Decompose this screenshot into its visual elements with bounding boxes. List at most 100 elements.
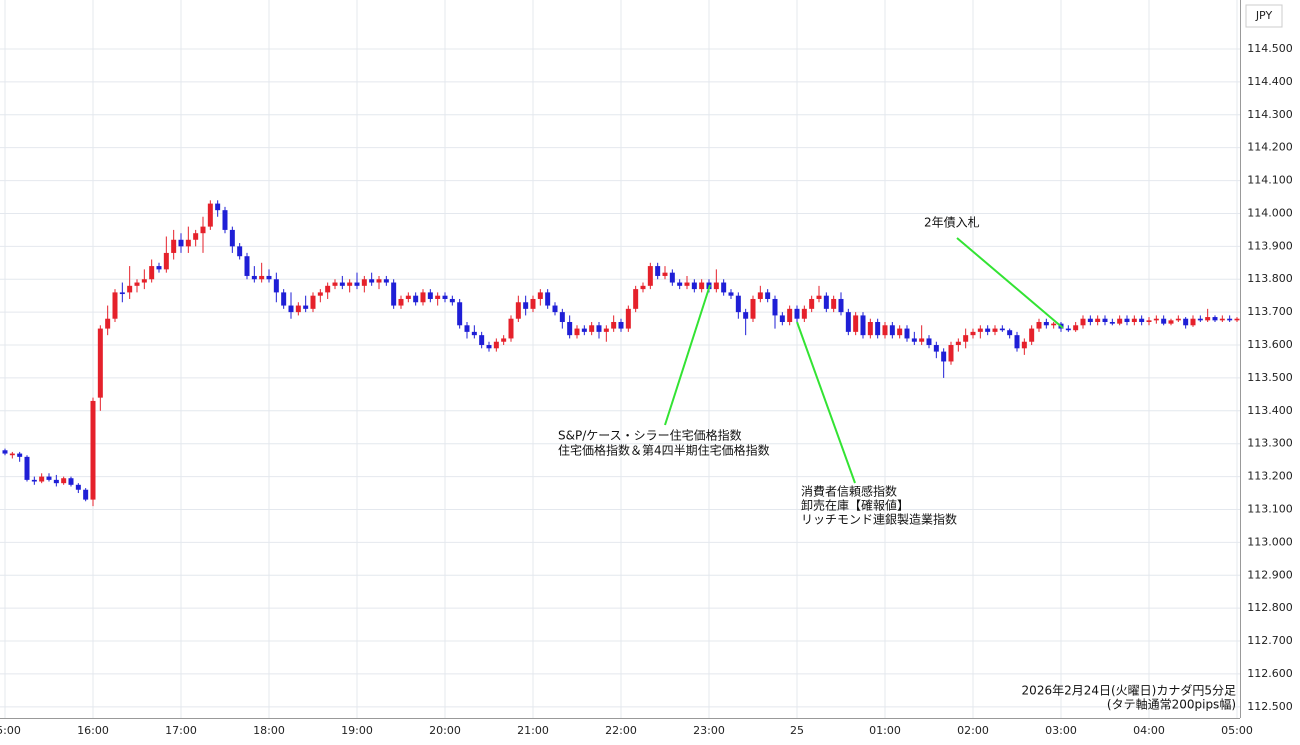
annotation-text: S&P/ケース・シラー住宅価格指数 <box>558 428 742 443</box>
candle-body <box>1190 318 1196 326</box>
candle-body <box>1109 321 1115 324</box>
candle-body <box>845 312 851 332</box>
candle-body <box>1073 325 1079 331</box>
candle-body <box>655 266 661 276</box>
candle-body <box>801 308 807 319</box>
candle-body <box>691 282 697 290</box>
candle-body <box>647 266 653 286</box>
candle-body <box>728 292 734 296</box>
candle-body <box>193 233 199 240</box>
candle-body <box>589 325 595 332</box>
candle-body <box>948 345 954 362</box>
candle-body <box>61 478 67 484</box>
candle-body <box>1212 317 1218 321</box>
candle-body <box>677 282 683 286</box>
annotation-leader <box>796 321 856 484</box>
candle-body <box>17 453 23 457</box>
candle-body <box>1175 318 1181 321</box>
candle-body <box>552 305 558 313</box>
candle-body <box>992 328 998 332</box>
candle-body <box>149 266 155 280</box>
candle-body <box>603 328 609 332</box>
candle-body <box>611 321 617 329</box>
candle-body <box>200 226 206 234</box>
candle-body <box>662 272 668 276</box>
y-tick-label: 113.000 <box>1247 535 1293 548</box>
currency-box <box>1245 4 1283 28</box>
candle-body <box>222 210 228 230</box>
candle-body <box>1197 318 1203 321</box>
candle-body <box>743 312 749 319</box>
candle-body <box>207 203 213 227</box>
y-tick-label: 113.300 <box>1247 437 1293 450</box>
candle-body <box>1219 318 1225 321</box>
candle-body <box>310 295 316 309</box>
candle-body <box>787 308 793 322</box>
candle-body <box>259 275 265 280</box>
candle-body <box>413 295 419 303</box>
candle-body <box>1007 330 1013 336</box>
annotation-text: 住宅価格指数＆第4四半期住宅価格指数 <box>558 443 770 458</box>
candle-body <box>1029 328 1035 342</box>
candle-body <box>325 285 331 293</box>
candle-body <box>369 279 375 283</box>
candle-body <box>405 295 411 299</box>
candle-body <box>1021 341 1027 349</box>
candle-body <box>999 328 1005 331</box>
y-tick-label: 112.900 <box>1247 568 1293 581</box>
candle-body <box>985 328 991 332</box>
candle-body <box>1124 318 1130 322</box>
candle-body <box>427 292 433 299</box>
candle-body <box>904 328 910 339</box>
candle-body <box>1102 318 1108 322</box>
candle-body <box>1234 318 1240 321</box>
candle-body <box>185 239 191 247</box>
candle-body <box>471 331 477 336</box>
annotation-text: 卸売在庫【確報値】 <box>801 498 909 513</box>
candle-body <box>31 479 37 482</box>
y-tick-label: 113.400 <box>1247 404 1293 417</box>
footer-text: 2026年2月24日(火曜日)カナダ円5分足 <box>1022 683 1236 698</box>
candle-body <box>523 302 529 309</box>
candle-body <box>90 400 96 500</box>
candle-body <box>633 289 639 309</box>
candle-body <box>750 298 756 319</box>
grid <box>0 0 1240 718</box>
candle-body <box>1139 318 1145 322</box>
candle-body <box>970 331 976 336</box>
candle-body <box>545 292 551 306</box>
candle-body <box>537 292 543 299</box>
candle-body <box>919 338 925 342</box>
y-tick-label: 114.300 <box>1247 108 1293 121</box>
candle-body <box>860 315 866 336</box>
candle-body <box>684 282 690 286</box>
candle-body <box>442 295 448 299</box>
candle-body <box>75 484 81 490</box>
y-tick-label: 114.200 <box>1247 141 1293 154</box>
x-tick-label: 22:00 <box>605 724 637 737</box>
candle-body <box>105 318 111 329</box>
annotation-text: 消費者信頼感指数 <box>801 484 897 499</box>
candle-body <box>816 295 822 299</box>
candle-body <box>163 252 169 270</box>
candle-body <box>383 279 389 283</box>
candle-body <box>178 239 184 247</box>
candle-body <box>68 478 74 485</box>
y-tick-label: 113.100 <box>1247 502 1293 515</box>
candles <box>2 200 1240 507</box>
candle-body <box>281 292 287 306</box>
candle-body <box>141 279 147 283</box>
candle-body <box>721 282 727 293</box>
candle-body <box>266 275 272 280</box>
candle-body <box>229 229 235 247</box>
candle-body <box>273 279 279 293</box>
candle-body <box>479 335 485 346</box>
annotation-leader <box>956 237 1064 329</box>
y-tick-label: 114.000 <box>1247 206 1293 219</box>
x-tick-label: 21:00 <box>517 724 549 737</box>
x-tick-label: 23:00 <box>693 724 725 737</box>
x-tick-label: 18:00 <box>253 724 285 737</box>
candle-body <box>457 302 463 326</box>
candle-body <box>1227 318 1233 321</box>
